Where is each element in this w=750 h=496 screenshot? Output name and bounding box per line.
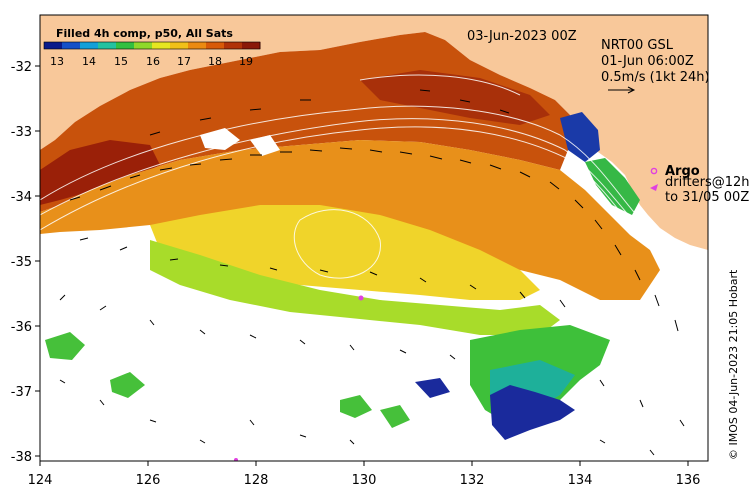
- drifter-legend-icon: [650, 184, 658, 191]
- y-tick-label: -32: [11, 60, 32, 75]
- colorbar-swatch: [80, 42, 99, 49]
- sst-deep-patch: [490, 385, 575, 440]
- x-tick-label: 128: [244, 473, 269, 488]
- sst-lime-band: [150, 240, 560, 335]
- colorbar-swatches: [44, 42, 261, 49]
- colorbar-swatch: [152, 42, 171, 49]
- x-tick-label: 136: [676, 473, 701, 488]
- land-australia: [40, 15, 708, 250]
- axis-ticks: [35, 65, 689, 466]
- legend: NRT00 GSL 01-Jun 06:00Z 0.5m/s (1kt 24h)…: [601, 38, 750, 205]
- plot-frame: [39, 14, 709, 462]
- isobath-contours: [40, 74, 708, 361]
- colorbar-tick: 14: [82, 55, 96, 68]
- map-date: 03-Jun-2023 00Z: [467, 29, 577, 44]
- colorbar-title: Filled 4h comp, p50, All Sats: [56, 27, 233, 40]
- colorbar-swatch: [242, 42, 261, 49]
- colorbar-swatch: [62, 42, 81, 49]
- y-tick-label: -36: [11, 320, 32, 335]
- colorbar-swatch: [170, 42, 189, 49]
- colorbar-tick: 18: [208, 55, 222, 68]
- colorbar-tick: 13: [50, 55, 64, 68]
- drifters-legend-line2: to 31/05 00Z: [665, 190, 749, 205]
- colorbar-swatch: [134, 42, 153, 49]
- sst-deep-patch-small: [415, 378, 450, 398]
- sst-coast-green: [585, 158, 640, 215]
- y-tick-label: -38: [11, 450, 32, 465]
- x-tick-label: 132: [460, 473, 485, 488]
- argo-float-marker: [358, 295, 364, 301]
- y-tick-label: -34: [11, 190, 32, 205]
- colorbar-tick: 16: [146, 55, 160, 68]
- colorbar-swatch: [98, 42, 117, 49]
- colorbar-tick: 19: [239, 55, 253, 68]
- imos-credit: © IMOS 04-Jun-2023 21:05 Hobart: [727, 269, 740, 460]
- x-tick-label: 130: [352, 473, 377, 488]
- argo-legend-label: Argo: [665, 164, 700, 179]
- current-vectors: [59, 89, 685, 456]
- colorbar-swatch: [206, 42, 225, 49]
- y-tick-label: -37: [11, 385, 32, 400]
- y-tick-label: -35: [11, 255, 32, 270]
- argo-legend-icon: [650, 167, 658, 175]
- legend-scale: 0.5m/s (1kt 24h): [601, 70, 710, 85]
- sst-coast-blue: [560, 112, 600, 162]
- colorbar-swatch: [44, 42, 63, 49]
- colorbar: Filled 4h comp, p50, All Sats 13 14 15 1…: [43, 27, 261, 68]
- legend-source: NRT00 GSL: [601, 38, 674, 53]
- colorbar-swatch: [224, 42, 243, 49]
- sst-green-west: [45, 332, 410, 428]
- y-axis-labels: -32 -33 -34 -35 -36 -37 -38: [11, 60, 32, 465]
- colorbar-frame: [43, 41, 261, 50]
- x-axis-labels: 124 126 128 130 132 134 136: [28, 473, 701, 488]
- colorbar-tick: 15: [114, 55, 128, 68]
- colorbar-tick: 17: [177, 55, 191, 68]
- sst-hot-patch-west: [40, 140, 160, 205]
- x-tick-label: 124: [28, 473, 53, 488]
- legend-time: 01-Jun 06:00Z: [601, 54, 694, 69]
- colorbar-swatch: [116, 42, 135, 49]
- scale-arrow-head: [627, 86, 636, 94]
- x-tick-label: 134: [568, 473, 593, 488]
- x-tick-label: 126: [136, 473, 161, 488]
- argo-float-marker-south: [234, 458, 238, 461]
- colorbar-swatch: [188, 42, 207, 49]
- drifters-legend-line1: drifters@12h: [665, 175, 750, 190]
- y-tick-label: -33: [11, 125, 32, 140]
- cloud-gap-a: [200, 128, 280, 156]
